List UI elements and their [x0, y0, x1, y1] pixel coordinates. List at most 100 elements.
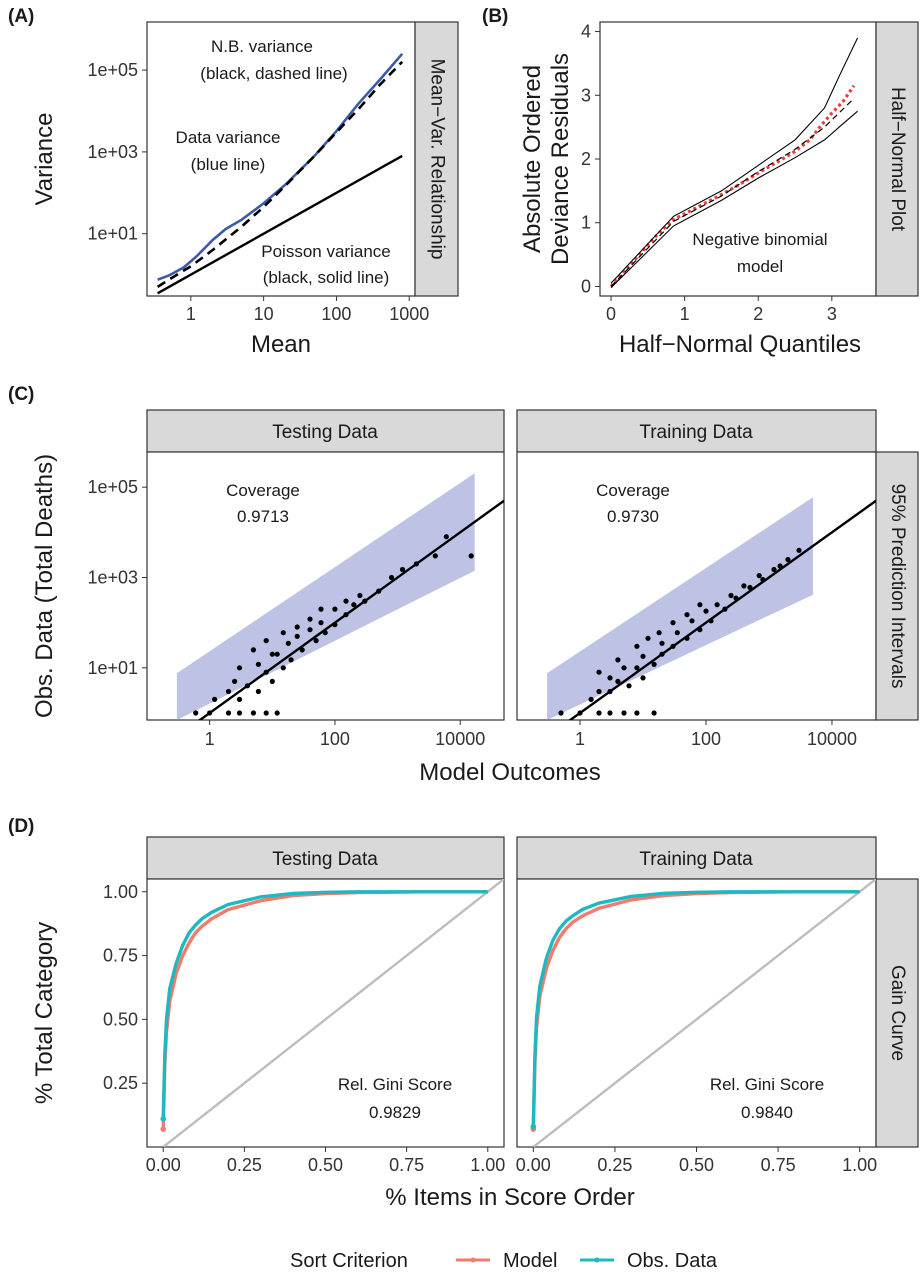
- data-point: [656, 630, 662, 636]
- data-point: [615, 657, 621, 663]
- series-poisson-line: [157, 154, 403, 295]
- y-tick-label: 1.00: [103, 882, 138, 902]
- gain-curve-start-point: [530, 1123, 537, 1130]
- x-tick-label: 100: [320, 729, 350, 749]
- panel-b: (B) Half−Normal Plot 0 1 2 3 0 1 2 3 4 Negative…: [482, 6, 919, 358]
- data-point: [747, 584, 753, 591]
- panel-d-x-ticks: 0.00 0.25 0.50 0.75 1.00 0.00 0.25 0.50 0.75 1.00: [146, 1147, 877, 1175]
- data-point: [388, 574, 395, 581]
- x-tick-label: 10: [254, 304, 274, 324]
- panel-c-y-ticks: 1e+01 1e+03 1e+05: [87, 477, 147, 678]
- data-point: [255, 688, 261, 695]
- facet-content: [530, 879, 876, 1147]
- facet-content: [547, 497, 876, 720]
- panel-b-x-title: Half−Normal Quantiles: [619, 331, 861, 358]
- y-tick-label: 0.25: [103, 1073, 138, 1093]
- data-point: [232, 678, 238, 685]
- data-point: [684, 612, 690, 618]
- data-point: [733, 595, 739, 601]
- data-point: [294, 624, 300, 630]
- panel-a-strip: [414, 21, 459, 297]
- x-tick-label: 1: [680, 304, 690, 324]
- y-tick-label: 4: [581, 22, 591, 42]
- annotation-poisson-line1: Poisson variance: [261, 242, 390, 261]
- y-tick-label: 1e+01: [87, 658, 138, 678]
- data-point: [596, 669, 602, 675]
- data-point: [634, 665, 640, 671]
- data-point: [280, 630, 286, 636]
- panel-a-strip-label: Mean−Var. Relationship: [426, 59, 447, 260]
- coverage-testing-label: Coverage: [226, 481, 300, 500]
- panel-c-letter: (C): [8, 384, 34, 405]
- facet-content: [176, 473, 504, 720]
- y-tick-label: 0.75: [103, 946, 138, 966]
- data-point: [651, 710, 657, 716]
- data-point: [274, 710, 280, 716]
- data-point: [670, 643, 676, 649]
- data-point: [796, 547, 802, 553]
- data-point: [280, 665, 286, 671]
- data-point: [318, 606, 324, 612]
- panel-a-letter: (A): [8, 6, 34, 27]
- data-point: [269, 678, 275, 685]
- series-nb-line: [156, 60, 404, 288]
- annotation-nb-model-line1: Negative binomial: [692, 230, 827, 249]
- envelope-median-line: [610, 98, 855, 287]
- data-point: [634, 643, 640, 649]
- y-tick-label: 1e+01: [87, 224, 138, 244]
- data-point: [269, 651, 275, 657]
- x-tick-label: 0.00: [516, 1155, 551, 1175]
- annotation-nb-line2: (black, dashed line): [200, 64, 347, 83]
- data-point: [207, 710, 213, 716]
- data-point: [357, 592, 363, 599]
- x-tick-label: 10000: [807, 729, 857, 749]
- x-tick-label: 0.25: [597, 1155, 632, 1175]
- panel-c-strip-right-label: 95% Prediction Intervals: [887, 484, 908, 689]
- y-tick-label: 0.50: [103, 1009, 138, 1029]
- x-tick-label: 1.00: [470, 1155, 505, 1175]
- gain-curve-obs-data: [531, 890, 860, 1127]
- panel-a-plot-area: [146, 21, 416, 297]
- panel-d-strip-right: [875, 878, 919, 1148]
- y-tick-label: 1e+03: [87, 567, 138, 587]
- data-point: [621, 665, 627, 671]
- panel-c-strip-testing: [146, 409, 505, 453]
- x-tick-label: 0.00: [146, 1155, 181, 1175]
- data-point: [670, 620, 676, 626]
- data-point: [714, 602, 720, 608]
- data-point: [236, 696, 243, 703]
- y-tick-label: 0: [581, 276, 591, 296]
- data-point: [376, 588, 382, 594]
- data-point: [193, 710, 199, 716]
- data-point: [322, 630, 328, 636]
- coverage-training-label: Coverage: [596, 481, 670, 500]
- data-point: [621, 710, 627, 716]
- panel-c-x-title: Model Outcomes: [419, 759, 600, 786]
- panel-d-training-plot-area: [516, 878, 877, 1148]
- data-point: [285, 640, 291, 646]
- panel-d-strip-right-label: Gain Curve: [887, 965, 908, 1061]
- panel-d-testing-marks: [160, 879, 504, 1147]
- data-point: [760, 577, 766, 583]
- panel-a-series: [156, 52, 404, 295]
- gain-curve-obs-data: [161, 890, 488, 1119]
- data-point: [307, 627, 313, 633]
- panel-d-strip-training-label: Training Data: [639, 849, 753, 870]
- data-point: [212, 696, 218, 703]
- data-point: [255, 661, 261, 667]
- panel-c-training-marks: [547, 497, 876, 720]
- data-point: [313, 638, 319, 644]
- legend-title: Sort Criterion: [290, 1250, 408, 1272]
- x-tick-label: 2: [753, 304, 763, 324]
- data-point: [771, 566, 777, 573]
- envelope-lower-line: [610, 110, 858, 289]
- data-point: [263, 669, 269, 675]
- data-point: [558, 710, 564, 716]
- annotation-data-line2: (blue line): [191, 155, 266, 174]
- panel-d-strip-testing: [146, 836, 505, 880]
- prediction-interval-band: [176, 473, 475, 720]
- panel-d-y-title: % Total Category: [31, 922, 58, 1104]
- gain-curve-start-point: [160, 1126, 167, 1132]
- legend-model-label: Model: [503, 1250, 557, 1272]
- data-point: [468, 553, 474, 559]
